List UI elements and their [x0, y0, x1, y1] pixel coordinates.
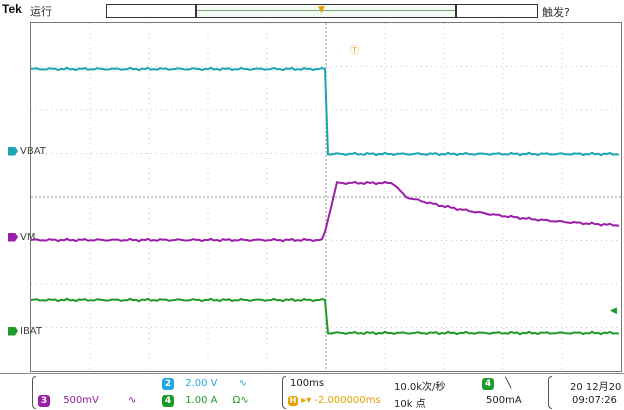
- trigger-delay[interactable]: H ▸▾ -2.000000ms: [288, 395, 381, 406]
- ch4-coupling-icon: Ω∿: [232, 395, 249, 406]
- ch4-setting[interactable]: 4 1.00 A Ω∿: [162, 395, 249, 407]
- ch2-setting[interactable]: 2 2.00 V ∿: [162, 378, 247, 390]
- trigger-marker-icon: Ⓣ: [350, 46, 360, 56]
- offscreen-arrow-icon: ◀: [610, 306, 617, 316]
- channel-marker-icon: [8, 146, 18, 156]
- channel-label-ibat[interactable]: IBAT: [8, 326, 42, 338]
- ch2-coupling-icon: ∿: [238, 378, 248, 389]
- ch2-badge: 2: [162, 378, 174, 390]
- trigger-position-icon: ▼: [318, 5, 325, 15]
- ch3-scale: 500mV: [63, 395, 99, 406]
- trigger-setting[interactable]: 4 ╲: [482, 378, 511, 390]
- trigger-slope-icon: ╲: [505, 378, 512, 389]
- channel-marker-icon: [8, 326, 18, 336]
- record-view-window[interactable]: [195, 5, 457, 17]
- trigger-source-badge: 4: [482, 378, 494, 390]
- divider: [282, 376, 286, 409]
- ch3-setting[interactable]: 3 500mV ∿: [38, 395, 136, 407]
- record-overview[interactable]: [106, 4, 538, 18]
- channel-label-vbat[interactable]: VBAT: [8, 146, 46, 158]
- delay-icon: H: [288, 396, 298, 406]
- divider: [32, 376, 36, 409]
- channel-marker-icon: [8, 232, 18, 242]
- ch3-coupling-icon: ∿: [128, 395, 137, 406]
- brand-logo: Tek: [2, 2, 22, 16]
- acquisition-status[interactable]: 运行: [30, 5, 52, 18]
- channel-label-vm[interactable]: VM: [8, 232, 35, 244]
- timebase[interactable]: 100ms: [290, 378, 325, 389]
- record-length[interactable]: 10k 点: [394, 399, 426, 410]
- trigger-status: 触发?: [542, 6, 570, 19]
- time: 09:07:26: [572, 395, 617, 406]
- settings-bar: 3 500mV ∿ 2 2.00 V ∿ 4 1.00 A Ω∿ 100ms H…: [0, 373, 624, 410]
- status-bar: Tek 运行 ▼ 触发?: [0, 0, 624, 22]
- ibat-trace: [31, 297, 620, 336]
- divider: [548, 376, 552, 409]
- date: 20 12月20: [570, 382, 622, 393]
- vbat-trace: [31, 66, 620, 157]
- trigger-level[interactable]: 500mA: [486, 395, 522, 406]
- waveform-display[interactable]: Ⓣ: [30, 22, 622, 372]
- graticule: [31, 23, 621, 371]
- vm-trace: [31, 180, 620, 243]
- ch3-badge: 3: [38, 395, 50, 407]
- ch4-scale: 1.00 A: [185, 395, 218, 406]
- ch2-scale: 2.00 V: [185, 378, 218, 389]
- sample-rate: 10.0k次/秒: [394, 382, 446, 393]
- ch4-badge: 4: [162, 395, 174, 407]
- delay-value: ▸▾ -2.000000ms: [301, 395, 381, 406]
